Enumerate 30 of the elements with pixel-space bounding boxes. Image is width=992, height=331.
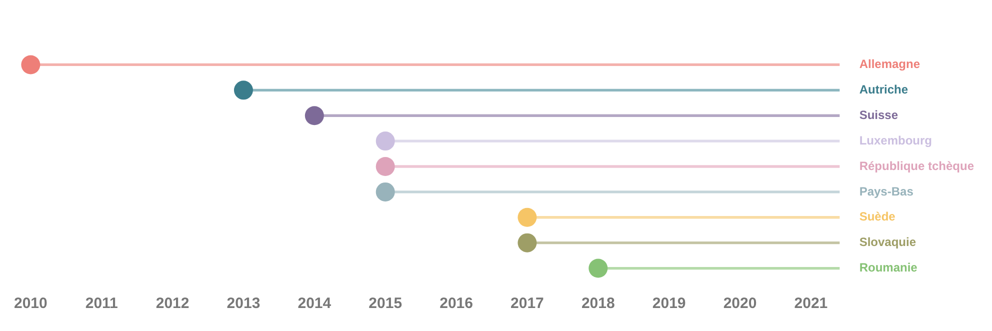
y-tick-label: Autriche xyxy=(859,82,908,96)
x-tick-label: 2014 xyxy=(298,295,332,312)
x-tick-label: 2020 xyxy=(723,295,757,312)
x-tick-label: 2011 xyxy=(85,295,118,312)
point xyxy=(376,182,395,202)
x-tick-label: 2021 xyxy=(794,295,828,312)
x-tick-label: 2017 xyxy=(510,295,544,312)
x-tick-label: 2018 xyxy=(581,295,615,312)
x-tick-label: 2010 xyxy=(14,295,48,312)
point xyxy=(376,132,395,151)
y-tick-label: Allemagne xyxy=(859,57,920,72)
x-tick-label: 2016 xyxy=(440,295,473,312)
y-tick-label: Pays-Bas xyxy=(859,184,914,198)
x-tick-label: 2013 xyxy=(226,295,260,312)
x-tick-label: 2019 xyxy=(652,295,686,312)
point xyxy=(376,157,395,176)
y-tick-label: Luxembourg xyxy=(859,133,932,148)
y-tick-label: Roumanie xyxy=(859,260,918,275)
point xyxy=(21,55,40,74)
y-tick-label: République tchèque xyxy=(859,158,974,173)
point xyxy=(588,258,608,278)
point xyxy=(234,80,253,100)
x-tick-label: 2015 xyxy=(368,295,402,312)
point xyxy=(304,106,324,126)
y-tick-label: Suède xyxy=(859,210,896,224)
point xyxy=(518,208,537,227)
y-tick-label: Slovaquie xyxy=(859,235,916,250)
y-tick-label: Suisse xyxy=(859,108,898,122)
point xyxy=(518,233,537,252)
x-tick-label: 2012 xyxy=(156,295,190,312)
